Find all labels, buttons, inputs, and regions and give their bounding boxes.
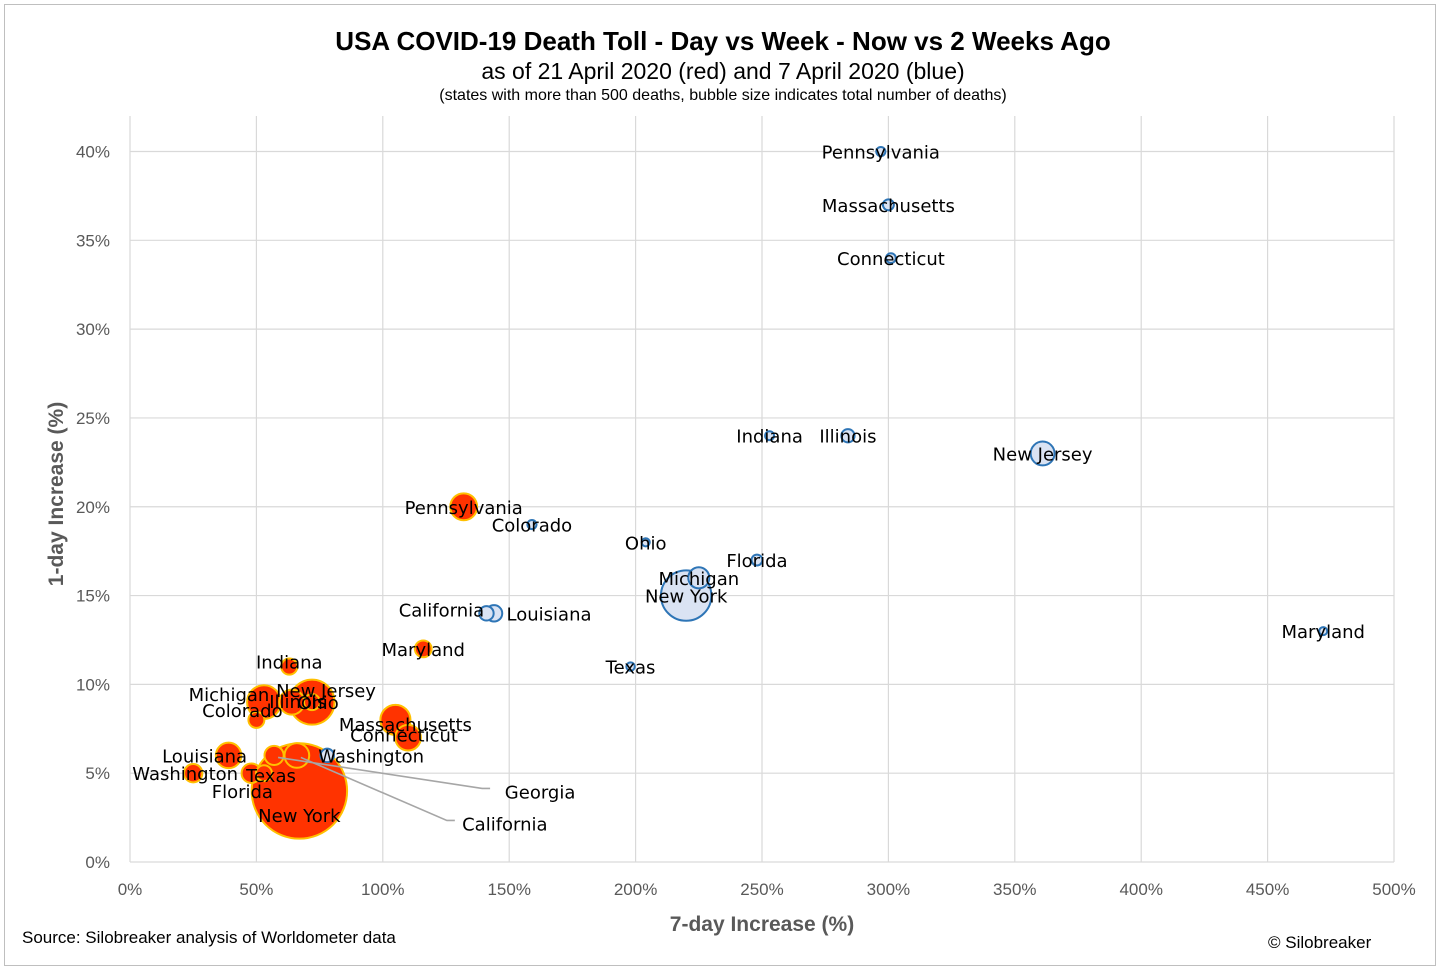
red-data-label-florida: Florida: [212, 782, 273, 803]
red-bubble-indiana: [280, 657, 299, 676]
copyright-note: © Silobreaker: [1268, 933, 1372, 952]
red-bubble-texas: [255, 764, 273, 783]
red-data-label-connecticut: Connecticut: [350, 726, 458, 747]
blue-data-label-louisiana: Louisiana: [507, 604, 592, 625]
x-tick-label: 150%: [487, 880, 530, 899]
x-tick-label: 300%: [867, 880, 910, 899]
blue-bubble-illinois: [840, 428, 856, 444]
y-tick-label: 40%: [76, 143, 110, 162]
x-tick-label: 50%: [239, 880, 273, 899]
blue-bubble-florida: [750, 553, 764, 567]
x-tick-label: 450%: [1246, 880, 1289, 899]
red-data-label-georgia: Georgia: [505, 782, 576, 803]
y-tick-label: 5%: [85, 764, 110, 783]
blue-data-label-colorado: Colorado: [492, 516, 572, 537]
blue-data-label-florida: Florida: [726, 551, 787, 572]
bubbles: [183, 145, 1329, 840]
red-bubble-colorado: [247, 710, 266, 729]
y-tick-label: 20%: [76, 498, 110, 517]
y-axis-label: 1-day Increase (%): [45, 402, 68, 586]
blue-data-label-connecticut: Connecticut: [837, 249, 945, 270]
red-data-label-washington: Washington: [132, 764, 238, 785]
x-tick-label: 100%: [361, 880, 404, 899]
y-tick-label: 0%: [85, 853, 110, 872]
blue-data-label-new-jersey: New Jersey: [993, 444, 1093, 465]
y-tick-label: 30%: [76, 320, 110, 339]
red-bubble-georgia: [263, 744, 285, 767]
blue-bubble-new-jersey: [1029, 440, 1056, 467]
chart-subtitle: as of 21 April 2020 (red) and 7 April 20…: [481, 58, 965, 84]
chart-note: (states with more than 500 deaths, bubbl…: [439, 87, 1007, 104]
red-data-label-ohio: Ohio: [297, 693, 339, 714]
y-tick-label: 25%: [76, 409, 110, 428]
red-leader-line-california: [300, 756, 455, 822]
blue-data-label-texas: Texas: [605, 658, 656, 679]
blue-data-label-massachusetts: Massachusetts: [822, 196, 955, 217]
blue-data-label-michigan: Michigan: [658, 569, 739, 590]
y-tick-label: 15%: [76, 587, 110, 606]
red-data-label-new-york: New York: [258, 806, 341, 827]
blue-bubble-california: [478, 605, 495, 622]
blue-bubble-ohio: [640, 537, 651, 548]
blue-bubble-indiana: [764, 430, 776, 442]
grid: [129, 116, 1395, 863]
chart-title: USA COVID-19 Death Toll - Day vs Week - …: [335, 26, 1111, 56]
y-tick-label: 35%: [76, 231, 110, 250]
x-tick-label: 0%: [118, 880, 143, 899]
x-tick-label: 500%: [1372, 880, 1415, 899]
x-tick-label: 200%: [614, 880, 657, 899]
blue-bubble-pennsylvania: [875, 145, 887, 158]
red-bubble-california: [283, 742, 311, 769]
blue-bubble-washington: [319, 747, 335, 764]
x-tick-label: 400%: [1119, 880, 1162, 899]
x-tick-label: 350%: [993, 880, 1036, 899]
red-bubble-pennsylvania: [449, 492, 479, 522]
blue-bubble-colorado: [526, 518, 538, 531]
blue-data-label-washington: Washington: [318, 746, 424, 767]
y-tick-labels: 0% 5% 10% 15% 20% 25% 30% 35% 40%: [76, 143, 110, 872]
red-data-label-indiana: Indiana: [256, 653, 323, 674]
red-data-label-michigan: Michigan: [189, 685, 270, 706]
red-bubble-ohio: [302, 693, 322, 712]
red-data-label-new-jersey: New Jersey: [276, 681, 376, 702]
red-bubble-connecticut: [394, 723, 422, 752]
red-data-label-maryland: Maryland: [382, 640, 465, 661]
blue-bubble-massachusetts: [881, 198, 895, 212]
blue-bubble-texas: [625, 661, 636, 672]
red-data-label-texas: Texas: [245, 766, 296, 787]
blue-data-label-california: California: [399, 600, 484, 621]
blue-bubble-maryland: [1318, 626, 1329, 637]
x-axis-label: 7-day Increase (%): [670, 913, 854, 936]
source-note: Source: Silobreaker analysis of Worldome…: [22, 928, 396, 947]
red-bubble-maryland: [413, 639, 433, 659]
red-data-label-colorado: Colorado: [202, 701, 282, 722]
red-bubble-washington: [183, 763, 204, 784]
blue-data-label-pennsylvania: Pennsylvania: [822, 143, 940, 164]
red-data-label-pennsylvania: Pennsylvania: [405, 498, 523, 519]
blue-data-label-new-york: New York: [645, 587, 728, 608]
red-data-label-massachusetts: Massachusetts: [339, 715, 472, 736]
blue-data-label-illinois: Illinois: [819, 427, 876, 448]
blue-bubble-connecticut: [885, 252, 897, 264]
red-bubble-louisiana: [214, 741, 243, 770]
y-tick-label: 10%: [76, 675, 110, 694]
x-tick-label: 250%: [740, 880, 783, 899]
x-tick-labels: 0% 50% 100% 150% 200% 250% 300% 350% 400% 450% 500…: [118, 880, 1416, 899]
red-data-label-illinois: Illinois: [269, 692, 326, 713]
blue-data-label-indiana: Indiana: [736, 427, 803, 448]
red-data-label-louisiana: Louisiana: [162, 746, 247, 767]
blue-data-label-maryland: Maryland: [1281, 622, 1364, 643]
blue-data-label-ohio: Ohio: [625, 533, 667, 554]
red-data-label-california: California: [462, 814, 547, 835]
blue-bubble-michigan: [687, 566, 711, 590]
chart-frame: [4, 4, 1436, 966]
red-leader-line-georgia: [277, 756, 491, 790]
